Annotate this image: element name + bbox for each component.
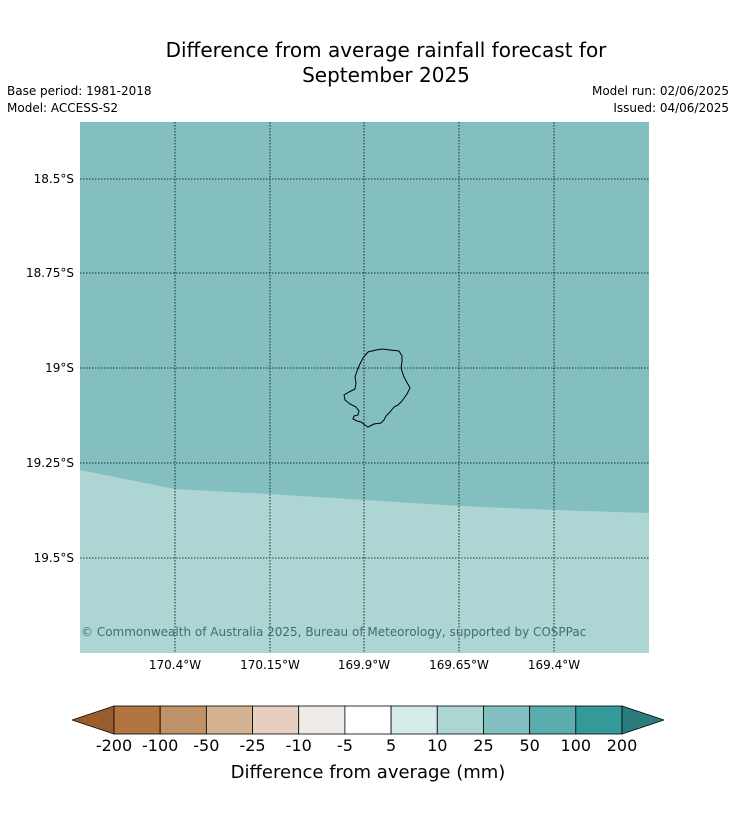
colorbar-segment bbox=[159, 705, 207, 735]
colorbar-segment bbox=[252, 705, 300, 735]
colorbar-tick-label: -5 bbox=[336, 736, 353, 755]
title-line-1: Difference from average rainfall forecas… bbox=[165, 38, 607, 62]
lon-label-1: 170.4°W bbox=[148, 658, 202, 672]
colorbar-segment bbox=[344, 705, 392, 735]
gridlines bbox=[80, 122, 649, 653]
colorbar bbox=[72, 705, 664, 735]
colorbar-label: Difference from average (mm) bbox=[230, 762, 506, 783]
colorbar-segment bbox=[298, 705, 346, 735]
colorbar-tick-label: 200 bbox=[606, 736, 638, 755]
colorbar-tick-label: -100 bbox=[142, 736, 179, 755]
colorbar-tick-label: 25 bbox=[473, 736, 494, 755]
colorbar-segment bbox=[205, 705, 253, 735]
colorbar-tick-label: 5 bbox=[385, 736, 397, 755]
colorbar-segment bbox=[575, 705, 623, 735]
colorbar-tick-label: 10 bbox=[427, 736, 448, 755]
lon-label-2: 170.15°W bbox=[240, 658, 300, 672]
lon-label-5: 169.4°W bbox=[527, 658, 581, 672]
base-period: Base period: 1981-2018 bbox=[7, 84, 152, 98]
lat-label-5: 19.5°S bbox=[33, 551, 74, 565]
model-run: Model run: 02/06/2025 bbox=[591, 84, 729, 98]
map bbox=[80, 122, 649, 653]
lat-label-3: 19°S bbox=[45, 361, 74, 375]
band-10-25 bbox=[80, 470, 649, 653]
colorbar-tick-label: -200 bbox=[95, 736, 133, 755]
colorbar-segment bbox=[483, 705, 531, 735]
lat-label-1: 18.5°S bbox=[33, 172, 74, 186]
chart-title: Difference from average rainfall forecas… bbox=[0, 38, 736, 88]
meta-left: Base period: 1981-2018 Model: ACCESS-S2 bbox=[7, 83, 152, 117]
colorbar-tick-label: 100 bbox=[560, 736, 592, 755]
copyright-notice: © Commonwealth of Australia 2025, Bureau… bbox=[81, 625, 587, 639]
colorbar-segment bbox=[436, 705, 484, 735]
colorbar-extend-low bbox=[72, 705, 115, 735]
title-line-2: September 2025 bbox=[302, 63, 470, 87]
lat-label-4: 19.25°S bbox=[26, 456, 74, 470]
colorbar-segment bbox=[113, 705, 161, 735]
meta-right: Model run: 02/06/2025 Issued: 04/06/2025 bbox=[592, 83, 729, 117]
colorbar-tick-label: -50 bbox=[193, 736, 220, 755]
lat-label-2: 18.75°S bbox=[26, 266, 74, 280]
issued-date: Issued: 04/06/2025 bbox=[613, 101, 729, 115]
colorbar-tick-label: -10 bbox=[285, 736, 312, 755]
lon-label-3: 169.9°W bbox=[337, 658, 391, 672]
colorbar-extend-high bbox=[621, 705, 664, 735]
model-name: Model: ACCESS-S2 bbox=[7, 101, 119, 115]
island-outline bbox=[343, 348, 411, 428]
colorbar-segment bbox=[390, 705, 438, 735]
colorbar-tick-label: 50 bbox=[519, 736, 540, 755]
colorbar-tick-label: -25 bbox=[239, 736, 266, 755]
colorbar-segment bbox=[529, 705, 577, 735]
lon-label-4: 169.65°W bbox=[429, 658, 489, 672]
